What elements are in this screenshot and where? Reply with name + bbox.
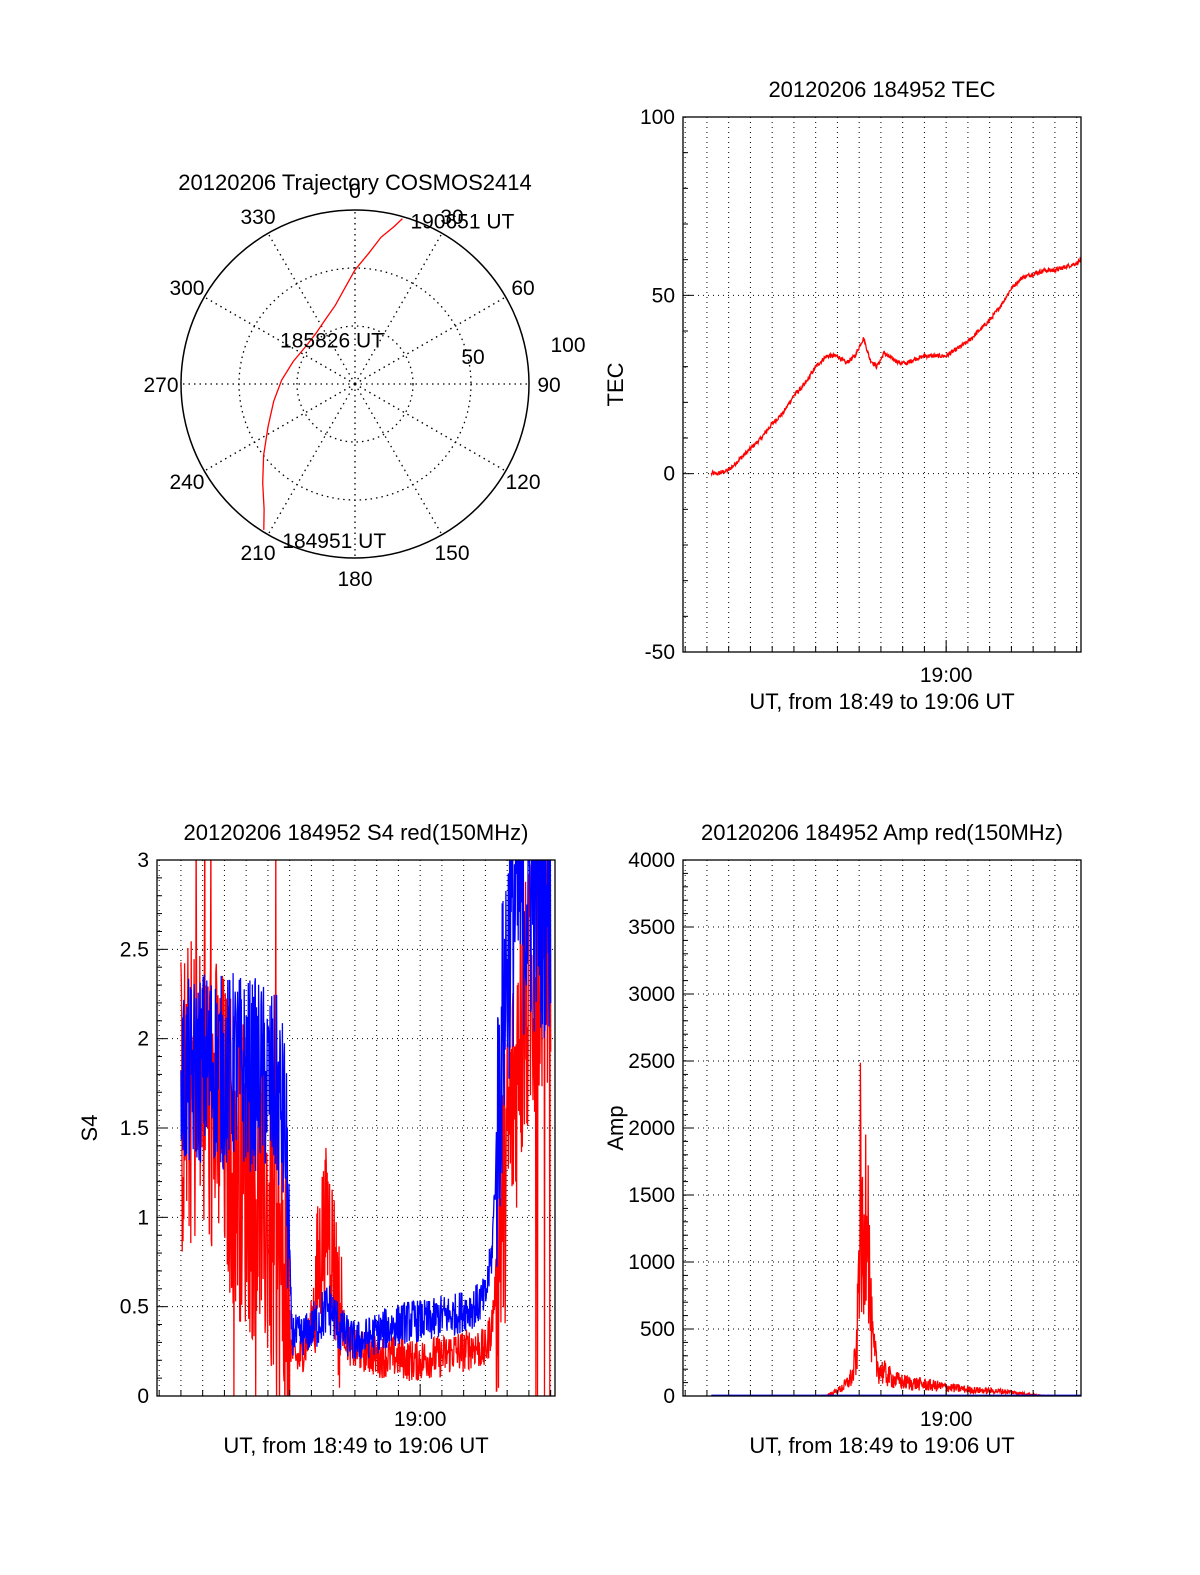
- trajectory-time-annotation: 190651 UT: [410, 211, 514, 234]
- tec-x-tick-label: 19:00: [920, 664, 973, 687]
- amp-title: 20120206 184952 Amp red(150MHz): [701, 820, 1063, 845]
- trajectory-panel: 0 30 60 90 120 150 180 210 240 270 300 330 50 100 1906…: [143, 170, 585, 591]
- trajectory-angle-label: 180: [337, 568, 372, 591]
- amp-y-tick-label: 500: [640, 1318, 675, 1341]
- amp-ylabel: Amp: [603, 1105, 628, 1150]
- trajectory-angle-label: 330: [240, 206, 275, 229]
- amp-series-red-line: [711, 1062, 1081, 1396]
- trajectory-azimuth-spoke: [354, 383, 443, 536]
- tec-panel: -50 0 50 100 19:00 20120206 184952 TEC UT, fro…: [603, 77, 1082, 714]
- trajectory-angle-label: 150: [434, 542, 469, 565]
- amp-y-tick-label: 2500: [628, 1050, 675, 1073]
- s4-y-tick-label: 2: [137, 1028, 149, 1051]
- tec-series-red-line: [710, 256, 1081, 477]
- tec-title: 20120206 184952 TEC: [768, 77, 995, 102]
- trajectory-azimuth-spoke: [203, 296, 356, 385]
- s4-y-tick-label: 0: [137, 1385, 149, 1408]
- amp-y-tick-label: 0: [663, 1385, 675, 1408]
- tec-y-tick-label: 100: [640, 106, 675, 129]
- trajectory-path-line: [262, 218, 403, 530]
- amp-y-tick-label: 4000: [628, 849, 675, 872]
- trajectory-angle-label: 240: [169, 471, 204, 494]
- trajectory-angle-label: 0: [349, 180, 361, 203]
- s4-xlabel: UT, from 18:49 to 19:06 UT: [223, 1433, 488, 1458]
- s4-y-tick-label: 1: [137, 1206, 149, 1229]
- trajectory-time-annotation: 185826 UT: [280, 329, 384, 352]
- trajectory-outer-ring: [180, 209, 530, 559]
- trajectory-angle-label: 30: [440, 206, 463, 229]
- tec-y-tick-label: -50: [645, 641, 675, 664]
- s4-series-blue-line: [180, 860, 552, 1360]
- trajectory-azimuth-spoke: [354, 296, 507, 385]
- trajectory-azimuth-spoke: [203, 383, 356, 472]
- trajectory-radial-tick-label: 100: [550, 334, 585, 357]
- amp-y-tick-label: 3500: [628, 916, 675, 939]
- trajectory-angle-label: 90: [537, 374, 560, 397]
- amp-y-tick-label: 3000: [628, 983, 675, 1006]
- trajectory-time-annotation: 184951 UT: [282, 530, 386, 553]
- trajectory-radial-tick-label: 50: [461, 346, 484, 369]
- tec-ylabel: TEC: [603, 362, 628, 406]
- trajectory-azimuth-spoke: [354, 383, 507, 472]
- amp-xlabel: UT, from 18:49 to 19:06 UT: [749, 1433, 1014, 1458]
- trajectory-angle-label: 60: [511, 277, 534, 300]
- amp-x-tick-label: 19:00: [920, 1408, 973, 1431]
- trajectory-azimuth-spoke: [354, 232, 443, 385]
- s4-ylabel: S4: [77, 1115, 102, 1142]
- s4-x-tick-label: 19:00: [394, 1408, 447, 1431]
- trajectory-azimuth-spoke: [267, 232, 356, 385]
- trajectory-angle-label: 120: [505, 471, 540, 494]
- trajectory-angle-label: 300: [169, 277, 204, 300]
- trajectory-title: 20120206 Trajectory COSMOS2414: [178, 170, 531, 195]
- s4-y-tick-label: 1.5: [120, 1117, 149, 1140]
- amp-ylabel-group: Amp: [603, 1105, 628, 1150]
- amp-panel: 0 500 1000 1500 2000 2500 3000 3500 4000 19:00 201…: [603, 820, 1082, 1458]
- tec-frame: [682, 116, 1082, 653]
- amp-y-tick-label: 2000: [628, 1117, 675, 1140]
- amp-y-tick-label: 1000: [628, 1251, 675, 1274]
- trajectory-azimuth-spoke: [267, 383, 356, 536]
- tec-xlabel: UT, from 18:49 to 19:06 UT: [749, 689, 1014, 714]
- amp-frame: [682, 859, 1082, 1397]
- s4-panel: 0 0.5 1 1.5 2 2.5 3 19:00 20120206 184952 S4 red…: [77, 820, 556, 1458]
- tec-y-tick-label: 0: [663, 463, 675, 486]
- trajectory-elevation-ring: [296, 325, 414, 443]
- amp-y-tick-label: 1500: [628, 1184, 675, 1207]
- tec-y-tick-label: 50: [652, 284, 675, 307]
- tec-ylabel-group: TEC: [603, 362, 628, 406]
- trajectory-angle-label: 270: [143, 374, 178, 397]
- s4-y-tick-label: 0.5: [120, 1296, 149, 1319]
- s4-y-tick-label: 2.5: [120, 938, 149, 961]
- s4-ylabel-group: S4: [77, 1115, 102, 1142]
- s4-y-tick-label: 3: [137, 849, 149, 872]
- s4-title: 20120206 184952 S4 red(150MHz): [184, 820, 529, 845]
- trajectory-angle-label: 210: [240, 542, 275, 565]
